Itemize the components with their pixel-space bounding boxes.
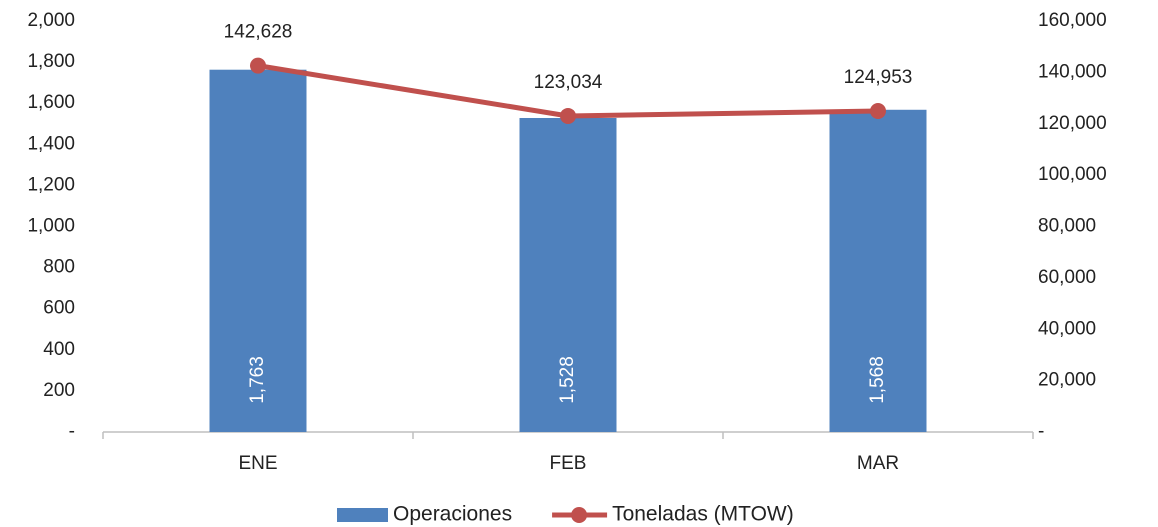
y-tick-label: 2,000 bbox=[27, 10, 75, 31]
line-marker bbox=[250, 58, 266, 74]
y2-tick-label: 140,000 bbox=[1038, 61, 1107, 82]
x-tick-label: ENE bbox=[238, 453, 277, 474]
y-tick-label: 1,800 bbox=[27, 51, 75, 72]
line-marker bbox=[870, 103, 886, 119]
x-tick-label: FEB bbox=[550, 453, 587, 474]
y2-tick-label: 120,000 bbox=[1038, 113, 1107, 134]
legend-label: Operaciones bbox=[393, 503, 512, 526]
y2-tick-label: 40,000 bbox=[1038, 318, 1096, 339]
legend-label: Toneladas (MTOW) bbox=[612, 503, 794, 526]
bar-label: 1,528 bbox=[557, 356, 578, 404]
line-label: 123,034 bbox=[534, 72, 603, 93]
bar-label: 1,763 bbox=[247, 356, 268, 404]
y-tick-label: 1,400 bbox=[27, 133, 75, 154]
line-marker bbox=[560, 108, 576, 124]
page: - 200 400 600 800 1,000 1,200 1,400 1,600 1,800 2,… bbox=[0, 0, 1158, 527]
y2-tick-label: 160,000 bbox=[1038, 10, 1107, 31]
y-tick-label: - bbox=[69, 421, 75, 442]
y-tick-label: 400 bbox=[43, 339, 75, 360]
bar-label: 1,568 bbox=[867, 356, 888, 404]
line-label: 124,953 bbox=[844, 67, 913, 88]
legend-marker bbox=[571, 507, 587, 523]
y-tick-label: 600 bbox=[43, 298, 75, 319]
chart: - 200 400 600 800 1,000 1,200 1,400 1,600 1,800 2,… bbox=[0, 0, 1158, 527]
y2-tick-label: 100,000 bbox=[1038, 164, 1107, 185]
y-tick-label: 1,000 bbox=[27, 216, 75, 237]
y-tick-label: 1,200 bbox=[27, 174, 75, 195]
y2-tick-label: - bbox=[1038, 421, 1044, 442]
y2-tick-label: 60,000 bbox=[1038, 267, 1096, 288]
line-label: 142,628 bbox=[224, 22, 293, 43]
y2-tick-label: 80,000 bbox=[1038, 216, 1096, 237]
y-tick-label: 200 bbox=[43, 380, 75, 401]
x-tick-label: MAR bbox=[857, 453, 899, 474]
legend-swatch bbox=[337, 508, 388, 522]
y-tick-label: 1,600 bbox=[27, 92, 75, 113]
y2-tick-label: 20,000 bbox=[1038, 370, 1096, 391]
y-tick-label: 800 bbox=[43, 257, 75, 278]
